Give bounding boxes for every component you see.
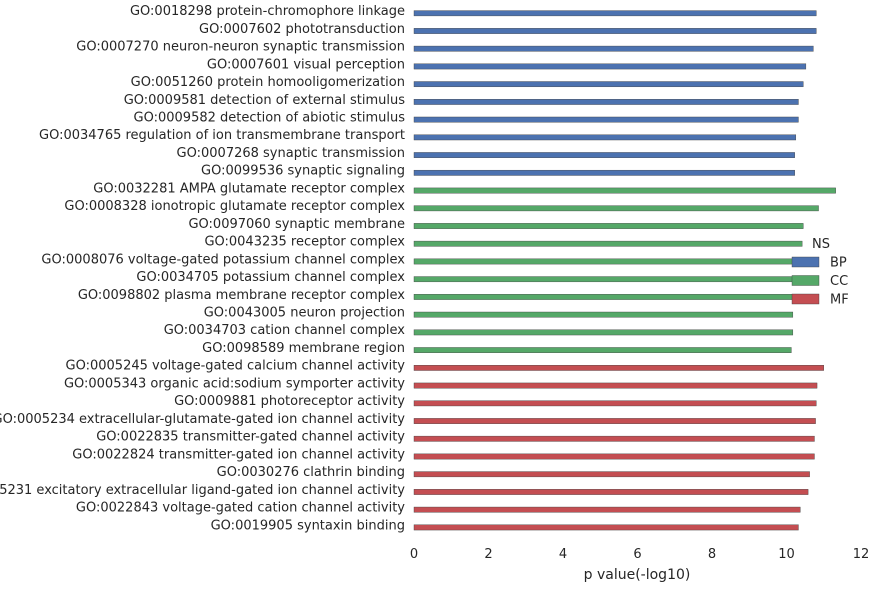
bar-cc-1	[413, 205, 819, 212]
bar-mf-0	[413, 365, 824, 371]
bars-layer	[413, 10, 836, 531]
category-label: GO:0034703 cation channel complex	[164, 323, 406, 338]
bar-mf-3	[413, 418, 816, 424]
category-label: GO:0009582 detection of abiotic stimulus	[134, 110, 406, 125]
bar-bp-0	[413, 10, 817, 17]
x-tick-label: 0	[410, 547, 418, 562]
bar-bp-3	[413, 63, 807, 70]
legend-swatch-mf	[791, 293, 820, 305]
bar-mf-6	[413, 471, 810, 478]
legend: NS BP CC MF	[791, 237, 849, 308]
bar-bp-9	[413, 169, 795, 176]
x-tick-label: 4	[559, 547, 567, 562]
bar-mf-1	[413, 382, 818, 389]
category-label: GO:0005234 extracellular-glutamate-gated…	[0, 412, 405, 427]
category-label: GO:0099536 synaptic signaling	[201, 164, 405, 179]
bar-cc-2	[413, 223, 804, 229]
category-label: GO:0009581 detection of external stimulu…	[124, 93, 406, 108]
category-label: GO:0022835 transmitter-gated channel act…	[96, 430, 405, 445]
bar-bp-7	[413, 134, 797, 141]
category-label: GO:0098802 plasma membrane receptor comp…	[78, 288, 405, 303]
category-label: GO:0009881 photoreceptor activity	[174, 394, 405, 409]
bar-cc-3	[413, 240, 803, 247]
bar-bp-6	[413, 116, 799, 123]
bar-bp-4	[413, 81, 804, 88]
x-tick-label: 2	[484, 547, 492, 562]
category-label: GO:0098589 membrane region	[202, 341, 405, 356]
bar-cc-5	[413, 276, 795, 283]
bar-bp-5	[413, 99, 799, 105]
bar-cc-7	[413, 311, 794, 318]
legend-swatch-bp	[791, 256, 820, 268]
x-axis-label: p value(-log10)	[584, 567, 691, 583]
category-label: GO:0032281 AMPA glutamate receptor compl…	[93, 181, 405, 196]
category-label: GO:0018298 protein-chromophore linkage	[130, 4, 405, 19]
bar-bp-8	[413, 152, 795, 158]
category-label: GO:0005231 excitatory extracellular liga…	[0, 483, 405, 498]
category-label: GO:0043005 neuron projection	[204, 306, 405, 321]
category-label: GO:0019905 syntaxin binding	[211, 518, 405, 533]
category-label: GO:0005245 voltage-gated calcium channel…	[66, 359, 406, 374]
bar-cc-4	[413, 258, 795, 265]
bar-mf-4	[413, 435, 815, 442]
bar-bp-1	[413, 28, 817, 34]
x-tick-label: 8	[708, 547, 716, 562]
x-tick-label: 10	[778, 547, 795, 562]
legend-swatch-cc	[791, 275, 820, 286]
category-label: GO:0022843 voltage-gated cation channel …	[76, 501, 405, 516]
category-label: GO:0097060 synaptic membrane	[188, 217, 405, 232]
bar-mf-2	[413, 400, 817, 407]
bar-cc-8	[413, 329, 794, 336]
legend-label-cc: CC	[830, 274, 848, 289]
x-tick-label: 6	[633, 547, 641, 562]
legend-label-mf: MF	[830, 293, 849, 308]
category-label: GO:0030276 clathrin binding	[217, 465, 405, 480]
category-label: GO:0043235 receptor complex	[204, 235, 405, 250]
bar-cc-6	[413, 294, 794, 300]
category-label: GO:0051260 protein homooligomerization	[131, 75, 405, 90]
category-label: GO:0007601 visual perception	[207, 57, 405, 72]
category-label: GO:0007602 phototransduction	[199, 22, 405, 37]
category-label: GO:0005343 organic acid:sodium symporter…	[64, 376, 405, 391]
category-label: GO:0034765 regulation of ion transmembra…	[39, 128, 405, 143]
category-label: GO:0008328 ionotropic glutamate receptor…	[64, 199, 405, 214]
legend-label-bp: BP	[830, 256, 847, 271]
bar-mf-5	[413, 453, 815, 460]
x-axis-ticks: 0 2 4 6 8 10 12	[410, 547, 869, 562]
category-label: GO:0034705 potassium channel complex	[136, 270, 405, 285]
bar-bp-2	[413, 45, 814, 52]
bar-mf-8	[413, 506, 801, 513]
category-labels: GO:0018298 protein-chromophore linkage GO…	[0, 4, 405, 533]
bar-mf-9	[413, 524, 799, 531]
category-label: GO:0007268 synaptic transmission	[177, 146, 405, 161]
category-label: GO:0007270 neuron-neuron synaptic transm…	[76, 40, 405, 55]
bar-cc-9	[413, 347, 792, 353]
bar-mf-7	[413, 489, 809, 495]
category-label: GO:0008076 voltage-gated potassium chann…	[41, 252, 405, 267]
x-tick-label: 12	[853, 547, 870, 562]
legend-title: NS	[812, 237, 830, 252]
category-label: GO:0022824 transmitter-gated ion channel…	[72, 447, 405, 462]
bar-cc-0	[413, 187, 836, 194]
